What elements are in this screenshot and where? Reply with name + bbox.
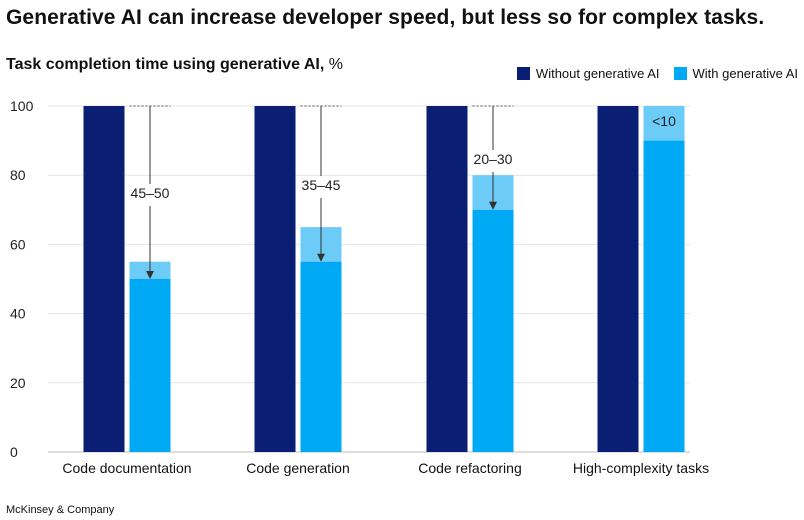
y-tick-label: 100 bbox=[10, 98, 34, 114]
chart-legend: Without generative AI With generative AI bbox=[503, 66, 798, 81]
legend-label-with: With generative AI bbox=[692, 66, 799, 81]
y-tick-label: 20 bbox=[10, 375, 26, 391]
legend-item-with: With generative AI bbox=[673, 66, 799, 81]
bar-with-ai bbox=[643, 140, 685, 452]
annotation-arrow-head bbox=[146, 271, 154, 279]
annotation-arrow-head bbox=[489, 201, 497, 210]
source-credit: McKinsey & Company bbox=[6, 504, 115, 516]
bar-with-ai bbox=[472, 209, 514, 452]
bar-with-ai bbox=[129, 279, 171, 452]
chart-subtitle-text: Task completion time using generative AI… bbox=[6, 56, 325, 73]
x-category-label: High-complexity tasks bbox=[573, 460, 709, 476]
bar-chart: 0 20 40 60 80 100 45–50 Code documentation 35–45… bbox=[10, 98, 709, 476]
x-category-label: Code generation bbox=[246, 460, 350, 476]
x-category-label: Code documentation bbox=[62, 460, 191, 476]
bar-without-ai bbox=[254, 106, 296, 452]
annotation-label: <10 bbox=[652, 113, 676, 129]
y-tick-label: 60 bbox=[10, 236, 26, 252]
x-category-label: Code refactoring bbox=[418, 460, 522, 476]
bar-range-segment bbox=[643, 106, 685, 141]
bar-without-ai bbox=[426, 106, 468, 452]
chart-headline: Generative AI can increase developer spe… bbox=[6, 6, 765, 29]
chart-subtitle: Task completion time using generative AI… bbox=[6, 56, 343, 74]
annotation-label: 45–50 bbox=[131, 185, 170, 201]
chart-subtitle-unit: % bbox=[328, 56, 343, 73]
bar-without-ai bbox=[83, 106, 125, 452]
annotation-arrow-head bbox=[317, 253, 325, 262]
legend-item-without: Without generative AI bbox=[516, 66, 660, 81]
y-tick-label: 80 bbox=[10, 167, 26, 183]
bar-without-ai bbox=[597, 106, 639, 452]
bar-with-ai bbox=[300, 261, 342, 452]
y-tick-label: 40 bbox=[10, 306, 26, 322]
annotation-label: 35–45 bbox=[302, 177, 341, 193]
y-tick-label: 0 bbox=[10, 444, 18, 460]
legend-label-without: Without generative AI bbox=[535, 66, 660, 81]
legend-swatch-with bbox=[673, 67, 687, 80]
legend-swatch-without bbox=[516, 67, 530, 80]
annotation-label: 20–30 bbox=[474, 151, 513, 167]
